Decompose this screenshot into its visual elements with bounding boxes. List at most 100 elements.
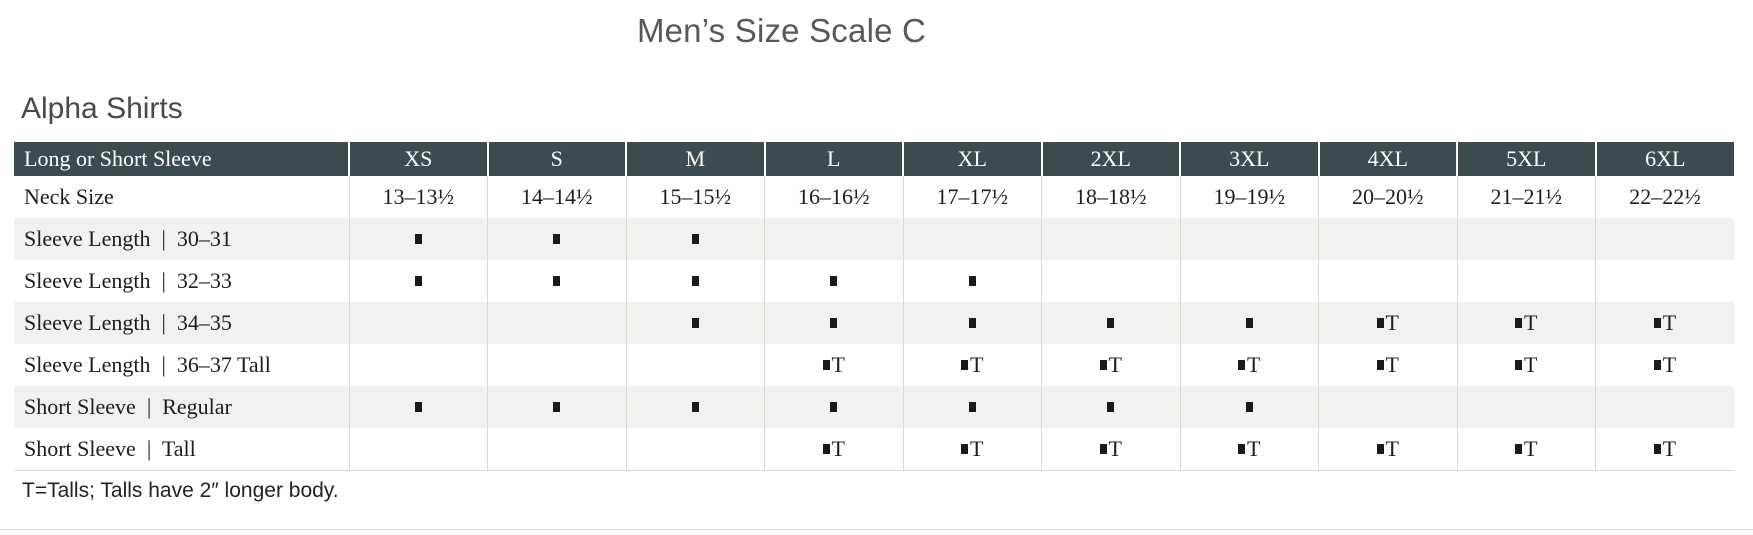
row-label-column-header: Long or Short Sleeve [14, 142, 349, 176]
tall-mark-cell: T [1456, 302, 1596, 344]
table-row: Sleeve Length | 34–35 T T T [14, 302, 1734, 344]
empty-cell [1595, 260, 1734, 302]
neck-size-cell: 17–17½ [902, 176, 1042, 218]
neck-size-cell: 15–15½ [625, 176, 765, 218]
square-mark-icon [1376, 318, 1384, 329]
square-mark-icon [961, 360, 969, 371]
square-mark-icon [1653, 444, 1661, 455]
square-mark-icon [961, 444, 969, 455]
neck-size-cell: 18–18½ [1041, 176, 1180, 218]
size-column-header: XL [902, 142, 1042, 176]
square-mark-icon [414, 276, 422, 287]
neck-size-cell: 21–21½ [1456, 176, 1596, 218]
neck-size-cell: 20–20½ [1318, 176, 1457, 218]
row-label: Short Sleeve | Tall [14, 428, 349, 471]
mark-cell [1041, 302, 1180, 344]
size-column-header: XS [348, 142, 488, 176]
neck-size-cell: 22–22½ [1595, 176, 1734, 218]
empty-cell [1318, 386, 1457, 428]
mark-cell [902, 260, 1042, 302]
tall-indicator: T [970, 352, 984, 377]
size-column-header: 3XL [1179, 142, 1319, 176]
empty-cell [1179, 260, 1319, 302]
empty-cell [487, 428, 626, 471]
square-mark-icon [1515, 444, 1523, 455]
tall-indicator: T [831, 435, 845, 461]
square-mark-icon [691, 402, 699, 413]
tall-indicator: T [1524, 310, 1538, 335]
square-mark-icon [1515, 360, 1523, 371]
tall-mark-cell: T [1595, 344, 1734, 386]
square-mark-icon [691, 234, 699, 245]
empty-cell [1595, 386, 1734, 428]
size-table-body: Neck Size 13–13½ 14–14½ 15–15½ 16–16½ 17–17½ 1… [14, 176, 1734, 471]
square-mark-icon [830, 318, 838, 329]
empty-cell [348, 302, 488, 344]
empty-cell [487, 344, 626, 386]
square-mark-icon [1245, 318, 1253, 329]
square-mark-icon [830, 402, 838, 413]
square-mark-icon [553, 276, 561, 287]
square-mark-icon [1238, 444, 1246, 455]
square-mark-icon [822, 444, 830, 455]
row-label: Sleeve Length | 34–35 [24, 310, 232, 335]
square-mark-icon [1107, 402, 1115, 413]
size-table: Long or Short Sleeve XS S M L XL 2XL 3XL 4XL 5XL… [14, 142, 1734, 471]
mark-cell [625, 218, 765, 260]
bottom-divider [0, 529, 1753, 530]
size-column-header: L [763, 142, 903, 176]
tall-indicator: T [1385, 352, 1399, 377]
neck-size-cell: 19–19½ [1179, 176, 1319, 218]
square-mark-icon [1376, 444, 1384, 455]
tall-footnote: T=Talls; Talls have 2″ longer body. [22, 479, 339, 502]
empty-cell [1456, 260, 1596, 302]
mark-cell [764, 260, 903, 302]
empty-cell [625, 344, 765, 386]
tall-indicator: T [1385, 310, 1399, 335]
empty-cell [1041, 260, 1180, 302]
square-mark-icon [822, 360, 830, 371]
empty-cell [1595, 218, 1734, 260]
square-mark-icon [1376, 360, 1384, 371]
tall-indicator: T [1108, 352, 1122, 377]
tall-mark-cell: T [1041, 344, 1180, 386]
empty-cell [1318, 260, 1457, 302]
tall-indicator: T [831, 352, 845, 377]
table-row: Neck Size 13–13½ 14–14½ 15–15½ 16–16½ 17–17½ 1… [14, 176, 1734, 218]
mark-cell [487, 386, 626, 428]
row-label: Sleeve Length | 30–31 [24, 226, 232, 251]
mark-cell [625, 260, 765, 302]
tall-mark-cell: T [1179, 344, 1319, 386]
size-column-header: M [625, 142, 765, 176]
mark-cell [1179, 302, 1319, 344]
square-mark-icon [691, 318, 699, 329]
empty-cell [1318, 218, 1457, 260]
tall-indicator: T [1662, 352, 1677, 377]
table-row: Sleeve Length | 36–37 Tall T T T T T T T [14, 344, 1734, 386]
mark-cell [348, 260, 488, 302]
mark-cell [348, 218, 488, 260]
table-row: Short Sleeve | Regular [14, 386, 1734, 428]
tall-mark-cell: T [1595, 428, 1734, 471]
tall-indicator: T [1247, 435, 1261, 461]
tall-indicator: T [1247, 352, 1261, 377]
empty-cell [902, 218, 1042, 260]
tall-mark-cell: T [1318, 344, 1457, 386]
tall-indicator: T [970, 435, 984, 461]
mark-cell [764, 386, 903, 428]
mark-cell [625, 302, 765, 344]
size-column-header: 5XL [1456, 142, 1596, 176]
size-column-header: 2XL [1040, 142, 1180, 176]
empty-cell [348, 344, 488, 386]
tall-mark-cell: T [1318, 428, 1457, 471]
row-label: Sleeve Length | 36–37 Tall [24, 352, 271, 377]
empty-cell [625, 428, 765, 471]
tall-mark-cell: T [902, 428, 1042, 471]
mark-cell [1041, 386, 1180, 428]
tall-indicator: T [1524, 435, 1538, 461]
square-mark-icon [414, 234, 422, 245]
mark-cell [625, 386, 765, 428]
mark-cell [902, 386, 1042, 428]
square-mark-icon [1099, 360, 1107, 371]
empty-cell [1456, 386, 1596, 428]
